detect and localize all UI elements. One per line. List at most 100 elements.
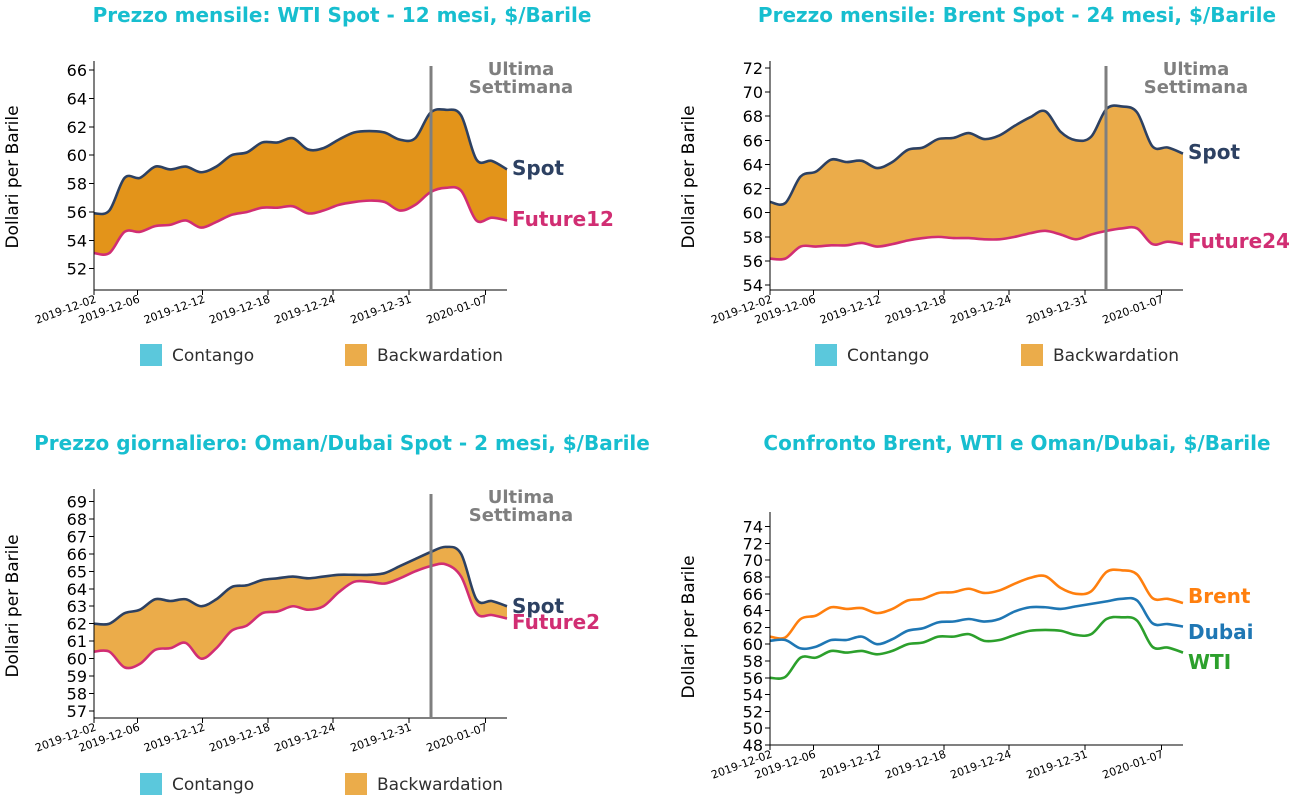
y-axis-label: Dollari per Barile — [679, 105, 699, 248]
y-axis-label: Dollari per Barile — [3, 105, 23, 248]
chart-title: Prezzo mensile: Brent Spot - 24 mesi, $/… — [758, 3, 1276, 27]
y-tick-label: 59 — [67, 667, 87, 686]
series-line-future24 — [769, 225, 1184, 261]
legend-label-backwardation: Backwardation — [377, 775, 503, 795]
y-tick-label: 62 — [67, 118, 87, 137]
y-tick-label: 74 — [743, 518, 763, 537]
legend-label-contango: Contango — [172, 775, 254, 795]
x-tick-label: 2019-12-31 — [1025, 293, 1090, 327]
y-tick-label: 48 — [743, 736, 763, 755]
series-line-wti — [769, 615, 1184, 680]
x-tick-label: 2020-01-07 — [425, 293, 490, 327]
legend-swatch-backwardation — [345, 773, 367, 795]
legend-swatch-backwardation — [1021, 344, 1043, 366]
series-label-future12: Future12 — [512, 207, 614, 231]
chart-title: Prezzo mensile: WTI Spot - 12 mesi, $/Ba… — [93, 3, 592, 27]
x-tick-label: 2019-12-12 — [142, 721, 207, 755]
spread-area — [94, 546, 507, 669]
y-tick-label: 64 — [67, 580, 87, 599]
last-week-label: Ultima — [488, 59, 554, 80]
x-tick-label: 2019-12-24 — [273, 721, 338, 755]
y-tick-label: 60 — [743, 635, 763, 654]
series-label-wti: WTI — [1188, 650, 1231, 674]
y-tick-label: 66 — [67, 61, 87, 80]
y-tick-label: 62 — [67, 615, 87, 634]
x-tick-label: 2019-12-18 — [883, 748, 948, 782]
legend-swatch-backwardation — [345, 344, 367, 366]
x-tick-label: 2019-12-06 — [77, 293, 142, 327]
y-tick-label: 54 — [67, 231, 87, 250]
series-label-dubai: Dubai — [1188, 620, 1254, 644]
series-label-spot: Spot — [512, 594, 564, 618]
y-tick-label: 54 — [743, 276, 763, 295]
series-label-future2: Future2 — [512, 610, 600, 634]
legend-label-backwardation: Backwardation — [1053, 346, 1179, 366]
y-tick-label: 54 — [743, 686, 763, 705]
y-tick-label: 68 — [67, 510, 87, 529]
x-tick-label: 2019-12-31 — [349, 721, 414, 755]
series-line-dubai — [769, 596, 1184, 651]
series-line-spot — [769, 104, 1184, 206]
x-tick-label: 2019-12-24 — [949, 293, 1014, 327]
series-label-brent: Brent — [1188, 584, 1251, 608]
x-tick-label: 2019-12-18 — [207, 293, 272, 327]
x-tick-label: 2019-12-12 — [818, 293, 883, 327]
x-tick-label: 2019-12-02 — [33, 721, 98, 755]
y-tick-label: 64 — [743, 155, 763, 174]
x-tick-label: 2019-12-06 — [753, 293, 818, 327]
x-tick-label: 2019-12-06 — [753, 748, 818, 782]
x-tick-label: 2019-12-31 — [349, 293, 414, 327]
y-axis-label: Dollari per Barile — [3, 534, 23, 677]
y-tick-label: 60 — [67, 146, 87, 165]
y-tick-label: 56 — [67, 203, 87, 222]
y-tick-label: 66 — [67, 545, 87, 564]
x-tick-label: 2020-01-07 — [1101, 748, 1166, 782]
series-line-spot — [93, 107, 508, 216]
legend-label-contango: Contango — [847, 346, 929, 366]
series-line-spot — [93, 545, 508, 626]
y-tick-label: 70 — [743, 83, 763, 102]
series-label-spot: Spot — [512, 156, 564, 180]
x-tick-label: 2019-12-02 — [33, 293, 98, 327]
x-tick-label: 2020-01-07 — [1101, 293, 1166, 327]
y-tick-label: 65 — [67, 562, 87, 581]
y-tick-label: 63 — [67, 597, 87, 616]
x-tick-label: 2019-12-18 — [883, 293, 948, 327]
legend-swatch-contango — [140, 344, 162, 366]
y-tick-label: 58 — [67, 685, 87, 704]
legend-swatch-contango — [140, 773, 162, 795]
y-tick-label: 60 — [67, 650, 87, 669]
series-line-future2 — [93, 562, 508, 670]
y-tick-label: 68 — [743, 568, 763, 587]
y-tick-label: 66 — [743, 131, 763, 150]
y-tick-label: 72 — [743, 534, 763, 553]
last-week-label: Ultima — [488, 487, 554, 508]
last-week-label: Settimana — [1144, 77, 1248, 98]
y-axis-label: Dollari per Barile — [679, 555, 699, 698]
x-tick-label: 2019-12-12 — [142, 293, 207, 327]
y-tick-label: 62 — [743, 618, 763, 637]
chart-title: Prezzo giornaliero: Oman/Dubai Spot - 2 … — [34, 431, 650, 455]
x-tick-label: 2019-12-12 — [818, 748, 883, 782]
series-line-future12 — [93, 185, 508, 256]
x-tick-label: 2019-12-18 — [207, 721, 272, 755]
y-tick-label: 58 — [743, 652, 763, 671]
x-tick-label: 2019-12-06 — [77, 721, 142, 755]
y-tick-label: 70 — [743, 551, 763, 570]
legend-label-contango: Contango — [172, 346, 254, 366]
x-tick-label: 2019-12-24 — [273, 293, 338, 327]
y-tick-label: 66 — [743, 585, 763, 604]
x-tick-label: 2019-12-31 — [1025, 748, 1090, 782]
last-week-label: Ultima — [1163, 59, 1229, 80]
y-tick-label: 60 — [743, 204, 763, 223]
series-label-future24: Future24 — [1188, 229, 1290, 253]
y-tick-label: 64 — [743, 602, 763, 621]
last-week-label: Settimana — [469, 77, 573, 98]
spread-area — [94, 109, 507, 255]
